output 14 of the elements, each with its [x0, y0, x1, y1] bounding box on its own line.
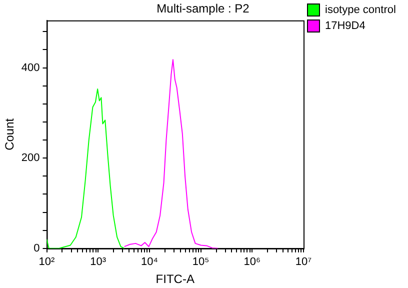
- x-tick-label: 10²: [38, 256, 56, 268]
- x-tick-label: 10⁷: [295, 256, 312, 268]
- y-axis-title: Count: [2, 118, 17, 150]
- x-tick-label: 10⁵: [192, 256, 210, 268]
- legend-label: isotype control: [325, 4, 396, 16]
- chart-title: Multi-sample : P2: [156, 2, 250, 16]
- x-tick-label: 10⁴: [140, 256, 158, 268]
- x-axis-title: FITC-A: [156, 272, 194, 286]
- y-tick-label: 0: [34, 242, 40, 254]
- y-tick-label: 200: [21, 152, 40, 164]
- y-tick-label: 400: [21, 62, 40, 74]
- x-tick-label: 10⁶: [244, 256, 261, 268]
- legend-label: 17H9D4: [325, 20, 366, 32]
- x-tick-label: 10³: [90, 256, 106, 268]
